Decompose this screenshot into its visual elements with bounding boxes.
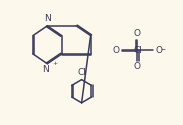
Text: +: + — [52, 61, 57, 66]
Text: O: O — [113, 46, 120, 55]
Text: O: O — [155, 46, 162, 55]
Text: Cl: Cl — [133, 46, 142, 55]
Text: N: N — [44, 14, 51, 23]
Text: O: O — [134, 29, 141, 38]
Text: −: − — [160, 46, 165, 51]
Text: N: N — [42, 65, 49, 74]
Text: Cl: Cl — [78, 68, 87, 77]
Text: O: O — [134, 62, 141, 71]
